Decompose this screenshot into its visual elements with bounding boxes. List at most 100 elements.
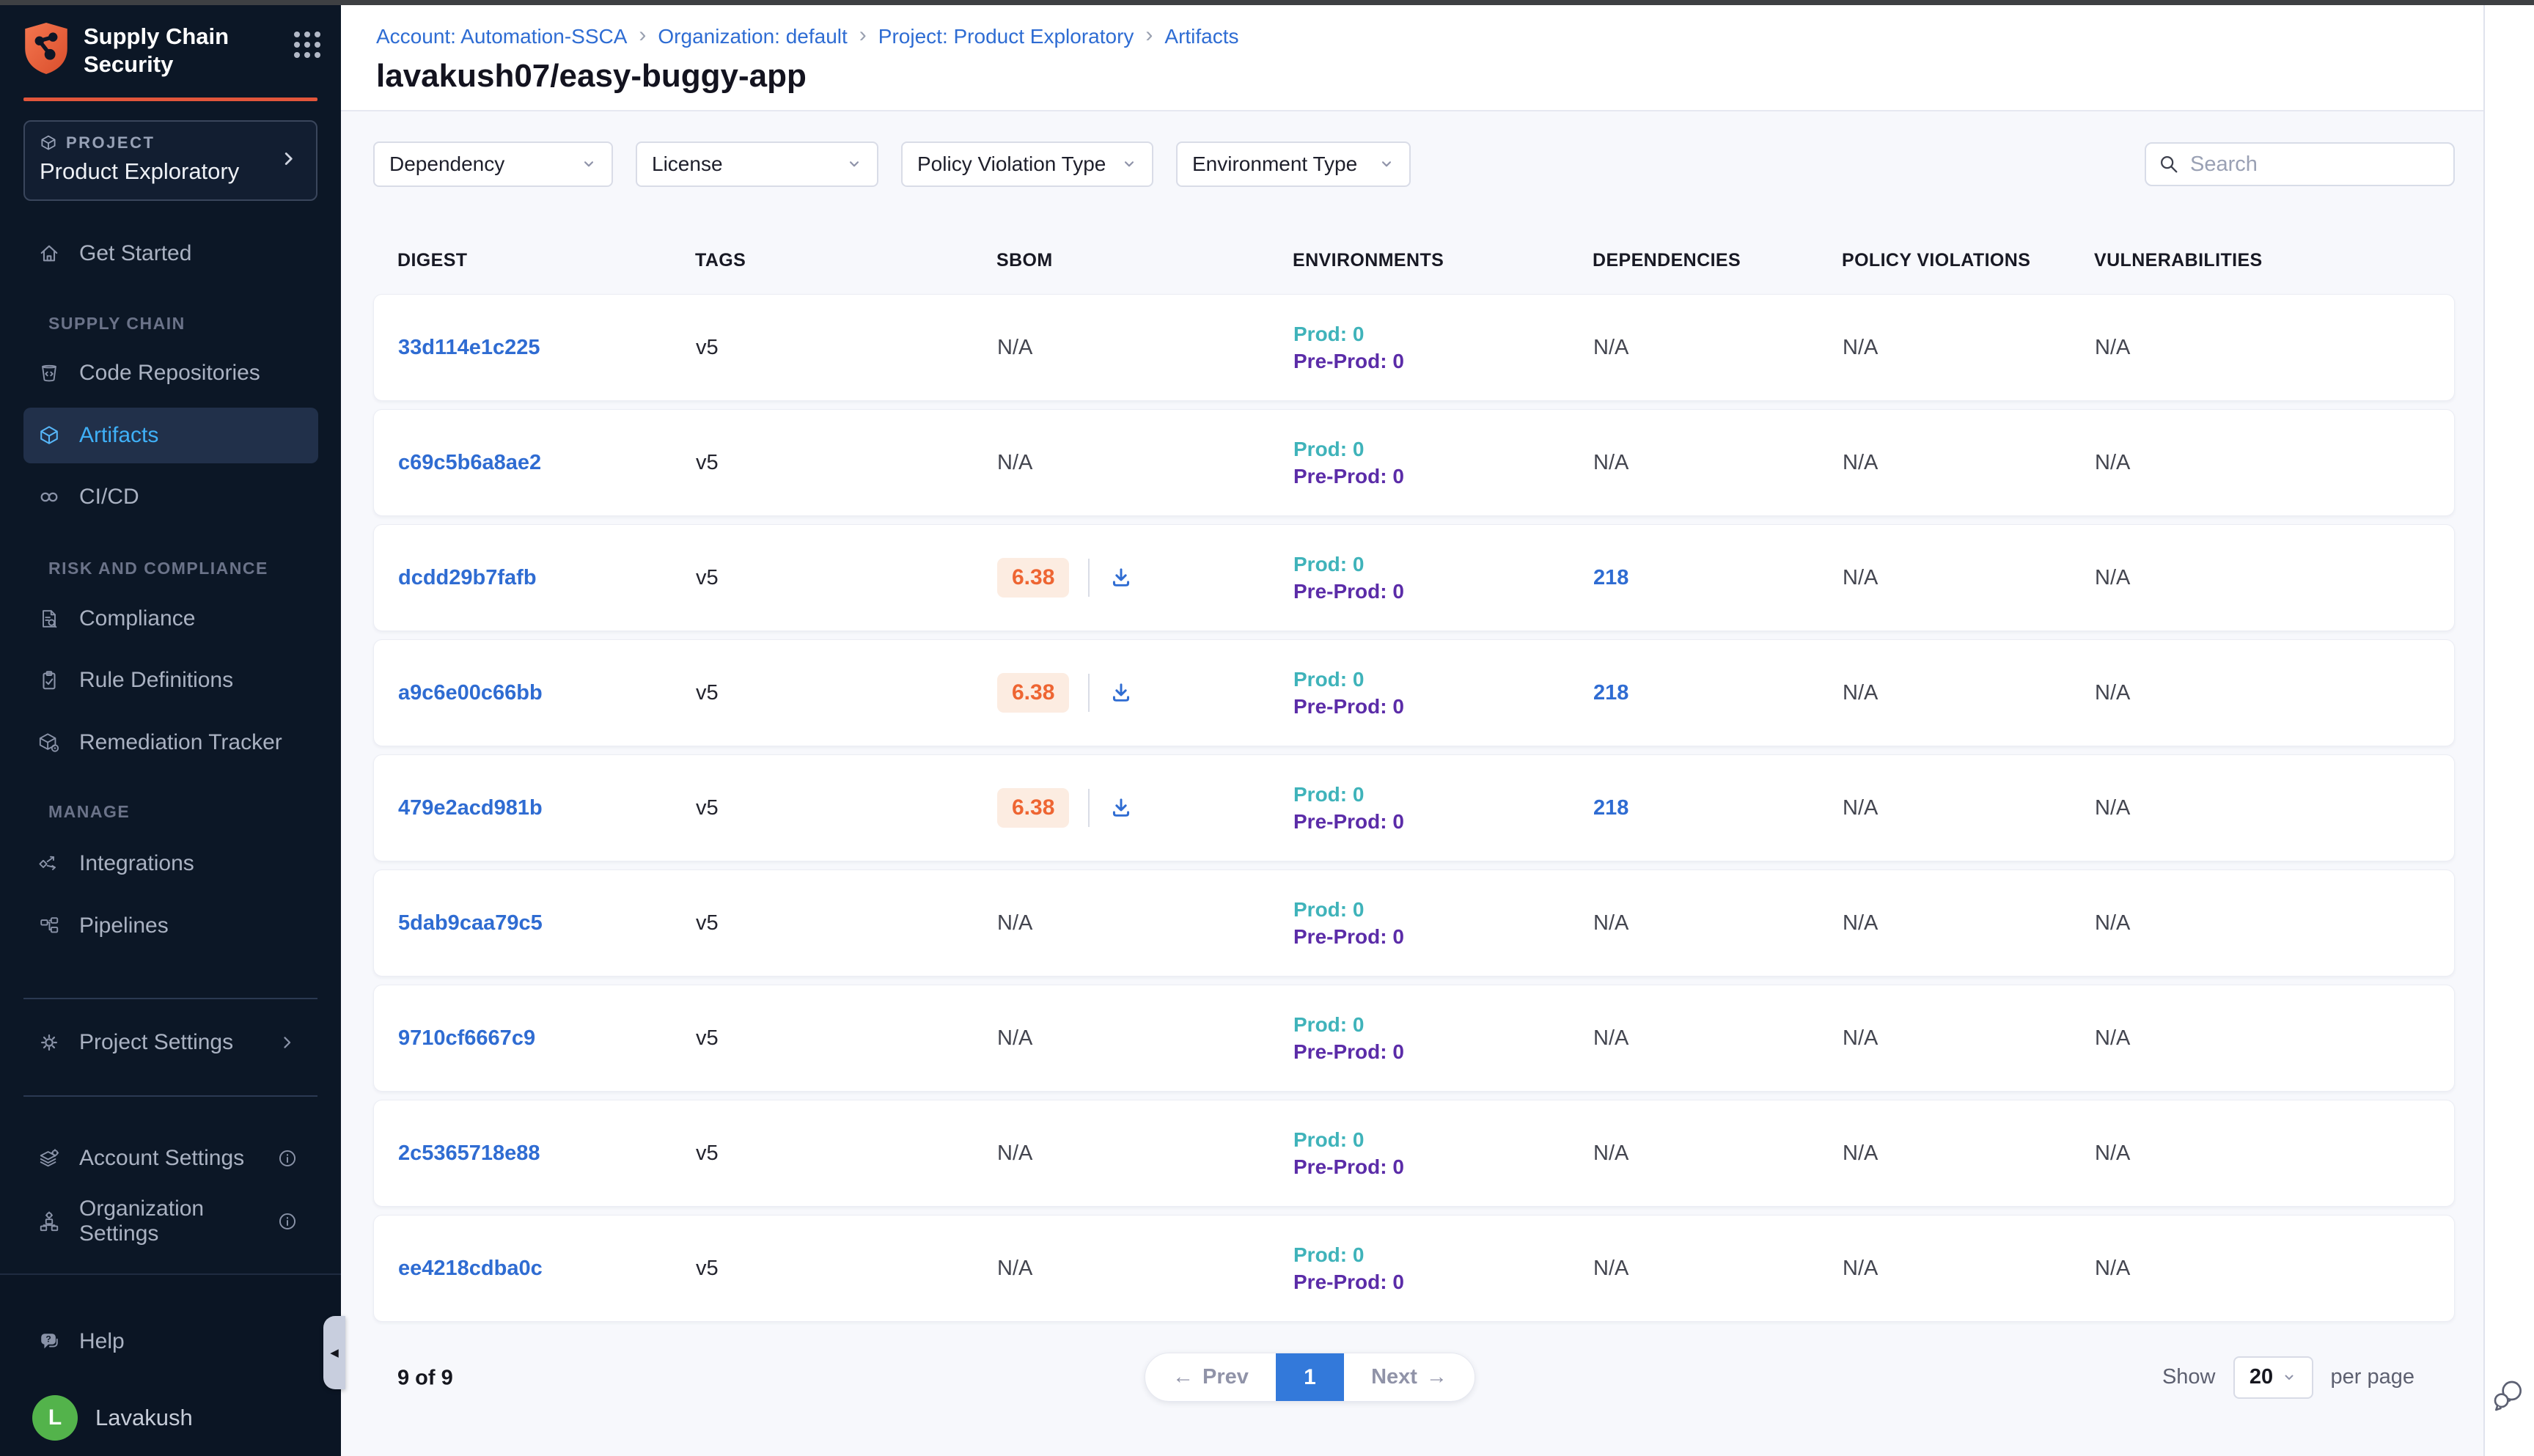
digest-cell: 479e2acd981b xyxy=(398,796,696,820)
sidebar-item-project-settings[interactable]: Project Settings xyxy=(23,1015,318,1070)
environment-type-filter-select[interactable]: Environment Type xyxy=(1176,141,1411,187)
sidebar-item-remediation-tracker[interactable]: Remediation Tracker xyxy=(23,715,318,771)
chevron-right-icon xyxy=(278,148,300,174)
policy-violations-cell: N/A xyxy=(1843,1141,2095,1166)
env-preprod-count: Pre-Prod: 0 xyxy=(1293,463,1593,490)
artifact-digest-link[interactable]: dcdd29b7fafb xyxy=(398,566,537,589)
sidebar-item-integrations[interactable]: Integrations xyxy=(23,836,318,891)
home-icon xyxy=(38,243,60,265)
sidebar-item-pipelines[interactable]: Pipelines xyxy=(23,898,318,954)
next-page-button[interactable]: Next → xyxy=(1344,1353,1475,1401)
sidebar-item-help[interactable]: ? Help xyxy=(23,1314,318,1369)
policy-violations-cell: N/A xyxy=(1843,681,2095,705)
module-accent-line xyxy=(23,98,317,101)
artifact-digest-link[interactable]: a9c6e00c66bb xyxy=(398,681,543,705)
environments-cell: Prod: 0Pre-Prod: 0 xyxy=(1293,781,1593,835)
sidebar-item-account-settings[interactable]: Account Settings xyxy=(23,1130,318,1186)
dependencies-na-value: N/A xyxy=(1593,911,1628,935)
tag-value: v5 xyxy=(696,1257,719,1280)
info-icon[interactable] xyxy=(277,1148,298,1169)
breadcrumb-account-link[interactable]: Account: Automation-SSCA xyxy=(376,25,627,48)
download-icon xyxy=(1109,565,1134,590)
download-sbom-button[interactable] xyxy=(1109,795,1134,820)
sidebar-item-cicd[interactable]: CI/CD xyxy=(23,469,318,525)
module-switcher-icon[interactable] xyxy=(294,32,320,58)
sidebar-item-compliance[interactable]: Compliance xyxy=(23,591,318,647)
dependencies-count-link[interactable]: 218 xyxy=(1593,681,1628,705)
sidebar-divider xyxy=(23,1095,317,1097)
environments-cell: Prod: 0Pre-Prod: 0 xyxy=(1293,666,1593,720)
per-page-select[interactable]: 20 xyxy=(2233,1356,2313,1399)
sidebar-collapse-handle[interactable]: ◀ xyxy=(323,1316,345,1389)
vertical-divider xyxy=(1088,789,1090,827)
artifact-digest-link[interactable]: c69c5b6a8ae2 xyxy=(398,451,541,474)
artifact-digest-link[interactable]: 5dab9caa79c5 xyxy=(398,911,543,935)
current-project-name: Product Exploratory xyxy=(40,158,301,185)
vulnerabilities-cell: N/A xyxy=(2095,911,2454,935)
artifact-table: 33d114e1c225v5N/AProd: 0Pre-Prod: 0N/AN/… xyxy=(373,294,2455,1322)
download-sbom-button[interactable] xyxy=(1109,680,1134,705)
pager: ← Prev 1 Next → xyxy=(1145,1353,1475,1402)
chevron-down-icon xyxy=(1378,156,1395,172)
chevron-right-icon xyxy=(277,1032,298,1053)
sidebar-footer: ? Help L Lavakush xyxy=(0,1273,341,1456)
tag-value: v5 xyxy=(696,566,719,589)
sbom-na-value: N/A xyxy=(997,911,1032,935)
vulnerabilities-value: N/A xyxy=(2095,451,2130,474)
user-name: Lavakush xyxy=(95,1405,193,1431)
sbom-na-value: N/A xyxy=(997,451,1032,475)
result-count: 9 of 9 xyxy=(397,1367,453,1391)
download-sbom-button[interactable] xyxy=(1109,565,1134,590)
artifact-digest-link[interactable]: 33d114e1c225 xyxy=(398,336,540,359)
sidebar-item-artifacts[interactable]: Artifacts xyxy=(23,408,318,463)
breadcrumb-project-link[interactable]: Project: Product Exploratory xyxy=(878,25,1134,48)
artifact-digest-link[interactable]: 2c5365718e88 xyxy=(398,1141,540,1165)
sidebar-item-label: Artifacts xyxy=(79,423,158,448)
module-header: Supply Chain Security xyxy=(0,5,341,78)
artifact-digest-link[interactable]: ee4218cdba0c xyxy=(398,1257,543,1280)
filter-bar: Dependency License Policy Violation Type… xyxy=(373,141,2483,187)
env-prod-count: Prod: 0 xyxy=(1293,435,1593,463)
sidebar-item-label: Help xyxy=(79,1329,125,1354)
svg-text:?: ? xyxy=(45,1334,51,1344)
env-prod-count: Prod: 0 xyxy=(1293,781,1593,808)
env-preprod-count: Pre-Prod: 0 xyxy=(1293,1268,1593,1295)
dependencies-na-value: N/A xyxy=(1593,451,1628,474)
license-filter-select[interactable]: License xyxy=(636,141,878,187)
policy-violations-cell: N/A xyxy=(1843,566,2095,590)
main-area: Account: Automation-SSCA › Organization:… xyxy=(341,5,2483,1456)
sidebar-item-get-started[interactable]: Get Started xyxy=(23,226,318,282)
policy-violation-type-filter-select[interactable]: Policy Violation Type xyxy=(901,141,1153,187)
sidebar-item-rule-definitions[interactable]: Rule Definitions xyxy=(23,652,318,708)
breadcrumb-artifacts-link[interactable]: Artifacts xyxy=(1164,25,1238,48)
artifact-digest-link[interactable]: 9710cf6667c9 xyxy=(398,1026,535,1050)
project-selector[interactable]: PROJECT Product Exploratory xyxy=(23,120,317,201)
dependencies-count-link[interactable]: 218 xyxy=(1593,796,1628,820)
feedback-chat-icon[interactable] xyxy=(2491,1378,2526,1415)
search-input[interactable] xyxy=(2190,152,2467,177)
prev-page-button[interactable]: ← Prev xyxy=(1145,1353,1276,1401)
sbom-cell: N/A xyxy=(997,1141,1293,1166)
dependencies-cell: N/A xyxy=(1593,1026,1843,1051)
breadcrumb-organization-link[interactable]: Organization: default xyxy=(658,25,847,48)
artifact-digest-link[interactable]: 479e2acd981b xyxy=(398,796,543,820)
env-prod-count: Prod: 0 xyxy=(1293,320,1593,348)
chevron-down-icon xyxy=(2282,1370,2296,1385)
vulnerabilities-cell: N/A xyxy=(2095,451,2454,475)
project-eyebrow-label: PROJECT xyxy=(66,133,155,152)
vulnerabilities-cell: N/A xyxy=(2095,1257,2454,1281)
info-icon[interactable] xyxy=(277,1211,298,1232)
user-profile[interactable]: L Lavakush xyxy=(23,1395,318,1441)
sidebar-item-organization-settings[interactable]: Organization Settings xyxy=(23,1194,318,1249)
sbom-score-badge: 6.38 xyxy=(997,788,1069,828)
dependency-filter-select[interactable]: Dependency xyxy=(373,141,613,187)
vulnerabilities-value: N/A xyxy=(2095,681,2130,705)
sidebar-item-label: CI/CD xyxy=(79,485,139,510)
dependencies-cell: 218 xyxy=(1593,566,1843,590)
search-icon xyxy=(2158,153,2180,175)
sidebar-item-code-repositories[interactable]: Code Repositories xyxy=(23,345,318,401)
page-1-button[interactable]: 1 xyxy=(1276,1353,1344,1401)
dependencies-count-link[interactable]: 218 xyxy=(1593,566,1628,589)
arrow-right-icon: → xyxy=(1426,1365,1447,1389)
sbom-cell: 6.38 xyxy=(997,558,1293,598)
